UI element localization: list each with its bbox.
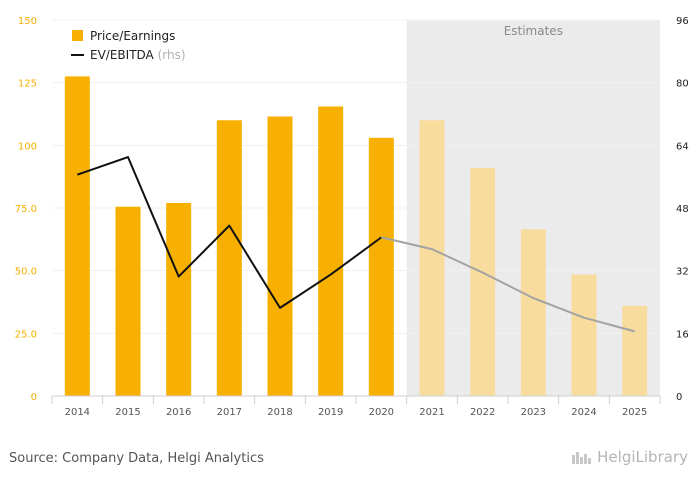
- bar-pe-2021: [419, 120, 445, 397]
- bar-pe-2024: [571, 274, 597, 396]
- chart-area: Estimates 2014 2015 2016 2017 2018 2019 2020 202…: [15, 16, 689, 418]
- x-tick-label-2022: 2022: [470, 407, 495, 418]
- line-ev-ebitda-estimate: [381, 236, 635, 333]
- y-left-tick-label: 50.0: [15, 267, 37, 278]
- bar-pe-2020: [368, 137, 394, 396]
- y-right-tick-label: 64: [676, 141, 689, 152]
- y-left-tick-label: 150: [18, 16, 37, 27]
- y-right-tick-label: 16: [676, 329, 689, 340]
- y-right-tick-label: 96: [676, 16, 689, 27]
- helgi-library-logo: HelgiLibrary: [571, 448, 688, 466]
- y-left-tick-label: 0: [31, 392, 37, 403]
- legend-swatch-pe: [72, 30, 83, 41]
- combo-chart: Estimates 2014 2015 2016 2017 2018 2019 2020 202…: [15, 16, 689, 418]
- y-right-tick-label: 0: [676, 392, 682, 403]
- legend-rhs-note: (rhs): [158, 48, 186, 62]
- bar-pe-2018: [267, 116, 293, 397]
- bar-pe-2014: [64, 76, 90, 397]
- y-left-tick-label: 100: [18, 141, 37, 152]
- x-tick-label-2016: 2016: [166, 407, 191, 418]
- x-tick-label-2024: 2024: [571, 407, 596, 418]
- bar-pe-2023: [520, 229, 546, 396]
- bar-pe-2015: [115, 206, 141, 396]
- legend-label-pe: Price/Earnings: [90, 29, 175, 43]
- x-tick-label-2019: 2019: [318, 407, 343, 418]
- x-tick-label-2017: 2017: [217, 407, 242, 418]
- x-tick-label-2025: 2025: [622, 407, 647, 418]
- x-tick-label-2015: 2015: [115, 407, 140, 418]
- y-right-tick-label: 32: [676, 267, 689, 278]
- y-left-tick-label: 75.0: [15, 204, 37, 215]
- x-tick-label-2023: 2023: [521, 407, 546, 418]
- line-ev-ebitda-actual: [77, 156, 382, 309]
- library-icon: [572, 452, 592, 464]
- logo-text: HelgiLibrary: [597, 448, 688, 466]
- bar-pe-2022: [470, 167, 496, 396]
- source-note: Source: Company Data, Helgi Analytics: [9, 451, 264, 466]
- bar-pe-2019: [318, 106, 344, 396]
- bar-pe-2017: [216, 120, 242, 397]
- bar-pe-2025: [622, 305, 648, 396]
- y-right-tick-label: 48: [676, 204, 689, 215]
- x-tick-label-2018: 2018: [267, 407, 292, 418]
- legend-label-ev-ebitda: EV/EBITDA (rhs): [90, 48, 186, 62]
- y-right-tick-label: 80: [676, 79, 689, 90]
- x-tick-label-2021: 2021: [419, 407, 444, 418]
- x-tick-label-2014: 2014: [65, 407, 90, 418]
- bar-pe-2016: [166, 202, 192, 396]
- y-left-tick-label: 25.0: [15, 329, 37, 340]
- y-left-tick-label: 125: [18, 79, 37, 90]
- x-tick-label-2020: 2020: [369, 407, 394, 418]
- estimates-label: Estimates: [504, 24, 563, 38]
